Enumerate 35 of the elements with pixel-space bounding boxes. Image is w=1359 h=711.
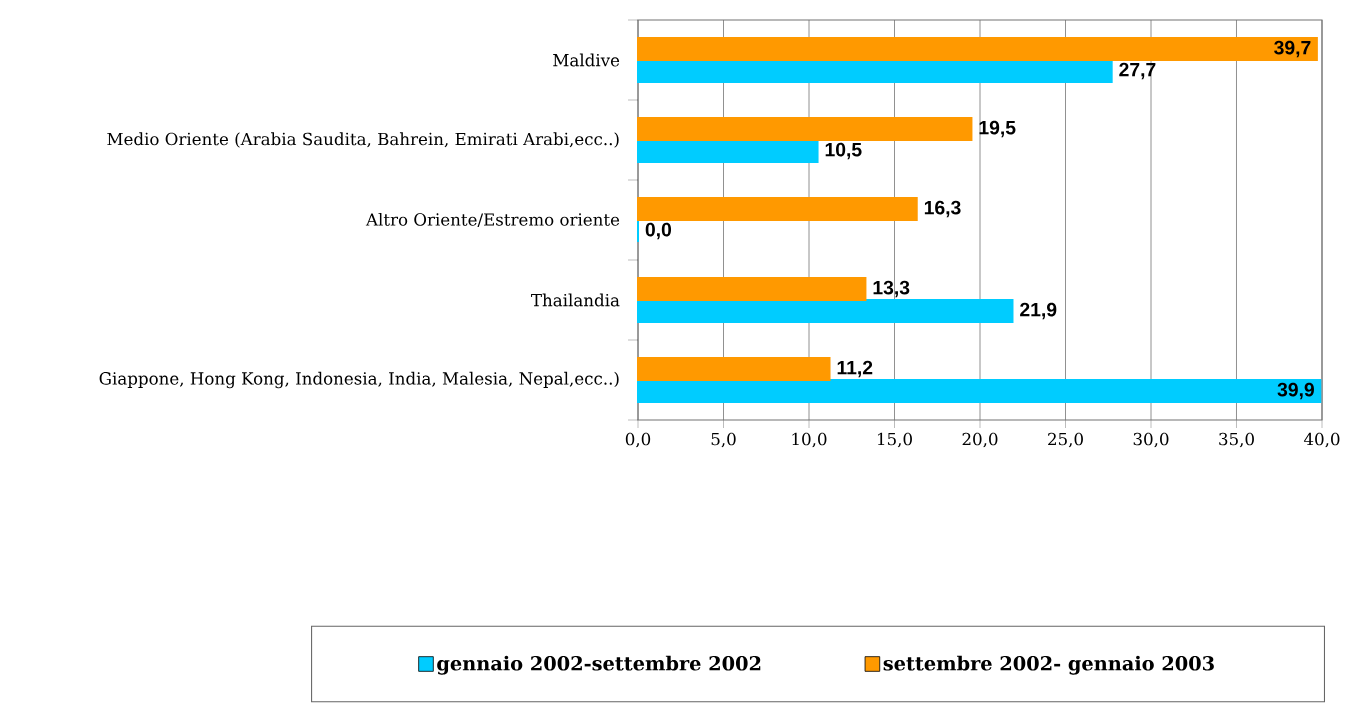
x-tick-label: 25,0 — [1048, 432, 1083, 448]
data-label: 27,7 — [1119, 62, 1156, 80]
y-tick-label: Medio Oriente (Arabia Saudita, Bahrein, Emirati Arabi,ecc..) — [107, 132, 619, 148]
bar — [637, 59, 1113, 84]
bar — [637, 277, 867, 301]
x-tick-label: 30,0 — [1133, 432, 1169, 448]
x-tick-label: 40,0 — [1303, 432, 1340, 448]
y-tick-label: Altro Oriente/Estremo oriente — [365, 212, 620, 228]
bar — [637, 357, 831, 382]
x-tick-label: 35,0 — [1219, 432, 1254, 448]
x-tick-label: 20,0 — [962, 432, 998, 448]
bar — [637, 37, 1318, 62]
bar — [637, 299, 1014, 323]
x-tick-label: 0,0 — [625, 432, 651, 448]
y-tick-label: Thailandia — [531, 293, 620, 307]
y-tick-label: Maldive — [553, 53, 620, 67]
data-label: 39,7 — [1274, 40, 1311, 58]
bar — [637, 379, 1322, 404]
legend-label: gennaio 2002-settembre 2002 — [437, 655, 761, 675]
legend-label: settembre 2002- gennaio 2003 — [883, 655, 1214, 675]
data-label: 21,9 — [1020, 302, 1057, 320]
data-label: 16,3 — [924, 200, 961, 218]
x-tick-label: 5,0 — [711, 432, 736, 448]
data-label: 13,3 — [873, 280, 910, 298]
y-tick-label: Giappone, Hong Kong, Indonesia, India, Malesia, Nepal,ecc..) — [99, 371, 619, 389]
data-label: 19,5 — [979, 120, 1016, 138]
data-label: 11,2 — [837, 360, 873, 378]
data-label: 10,5 — [825, 142, 862, 160]
bar — [637, 117, 973, 142]
bar — [637, 139, 819, 164]
data-label: 0,0 — [645, 222, 672, 240]
data-label: 39,9 — [1277, 382, 1314, 400]
x-tick-label: 15,0 — [877, 432, 912, 448]
bar — [637, 197, 918, 222]
x-tick-label: 10,0 — [792, 432, 827, 448]
